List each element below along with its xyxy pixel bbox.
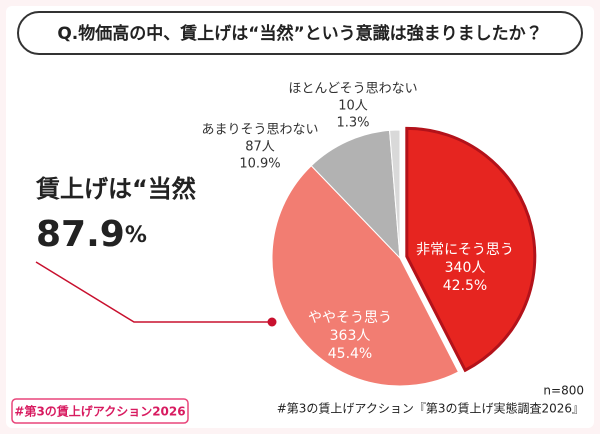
slice-label: 10人 xyxy=(338,99,368,114)
badge xyxy=(11,398,189,424)
slice-label: あまりそう思わない xyxy=(201,123,318,138)
slice-label: 10.9% xyxy=(239,157,280,172)
slice-label: 非常にそう思う xyxy=(416,242,514,258)
pie-slice xyxy=(310,129,401,260)
pie-slice xyxy=(405,126,537,373)
sample-size: n=800 xyxy=(543,384,584,398)
slice-label: 42.5% xyxy=(443,278,487,294)
badge-text: #第3の賃上げアクション2026 xyxy=(14,404,185,419)
callout-line xyxy=(35,261,272,323)
title: Q.物価高の中、賃上げは“当然”という意識は強まりましたか？ xyxy=(57,23,542,44)
slice-label: 1.3% xyxy=(336,116,369,131)
callout-unit: % xyxy=(125,223,147,248)
slice-label: 45.4% xyxy=(328,346,372,362)
title-pill xyxy=(17,11,583,55)
callout-number: 87.9 xyxy=(36,214,125,255)
callout-dot xyxy=(267,317,277,327)
slice-label: ほとんどそう思わない xyxy=(288,82,417,97)
callout-value: 87.9% xyxy=(36,214,147,255)
slice-label: 363人 xyxy=(330,328,371,344)
source: #第3の賃上げアクション『第3の賃上げ実態調査2026』 xyxy=(277,401,584,416)
pie-slice xyxy=(389,129,401,259)
slice-label: ややそう思う xyxy=(308,310,392,326)
slice-label: 340人 xyxy=(445,260,486,276)
callout-label: 賃上げは“当然 xyxy=(35,175,197,203)
pie-slice xyxy=(271,165,460,387)
slice-label: 87人 xyxy=(245,140,275,155)
